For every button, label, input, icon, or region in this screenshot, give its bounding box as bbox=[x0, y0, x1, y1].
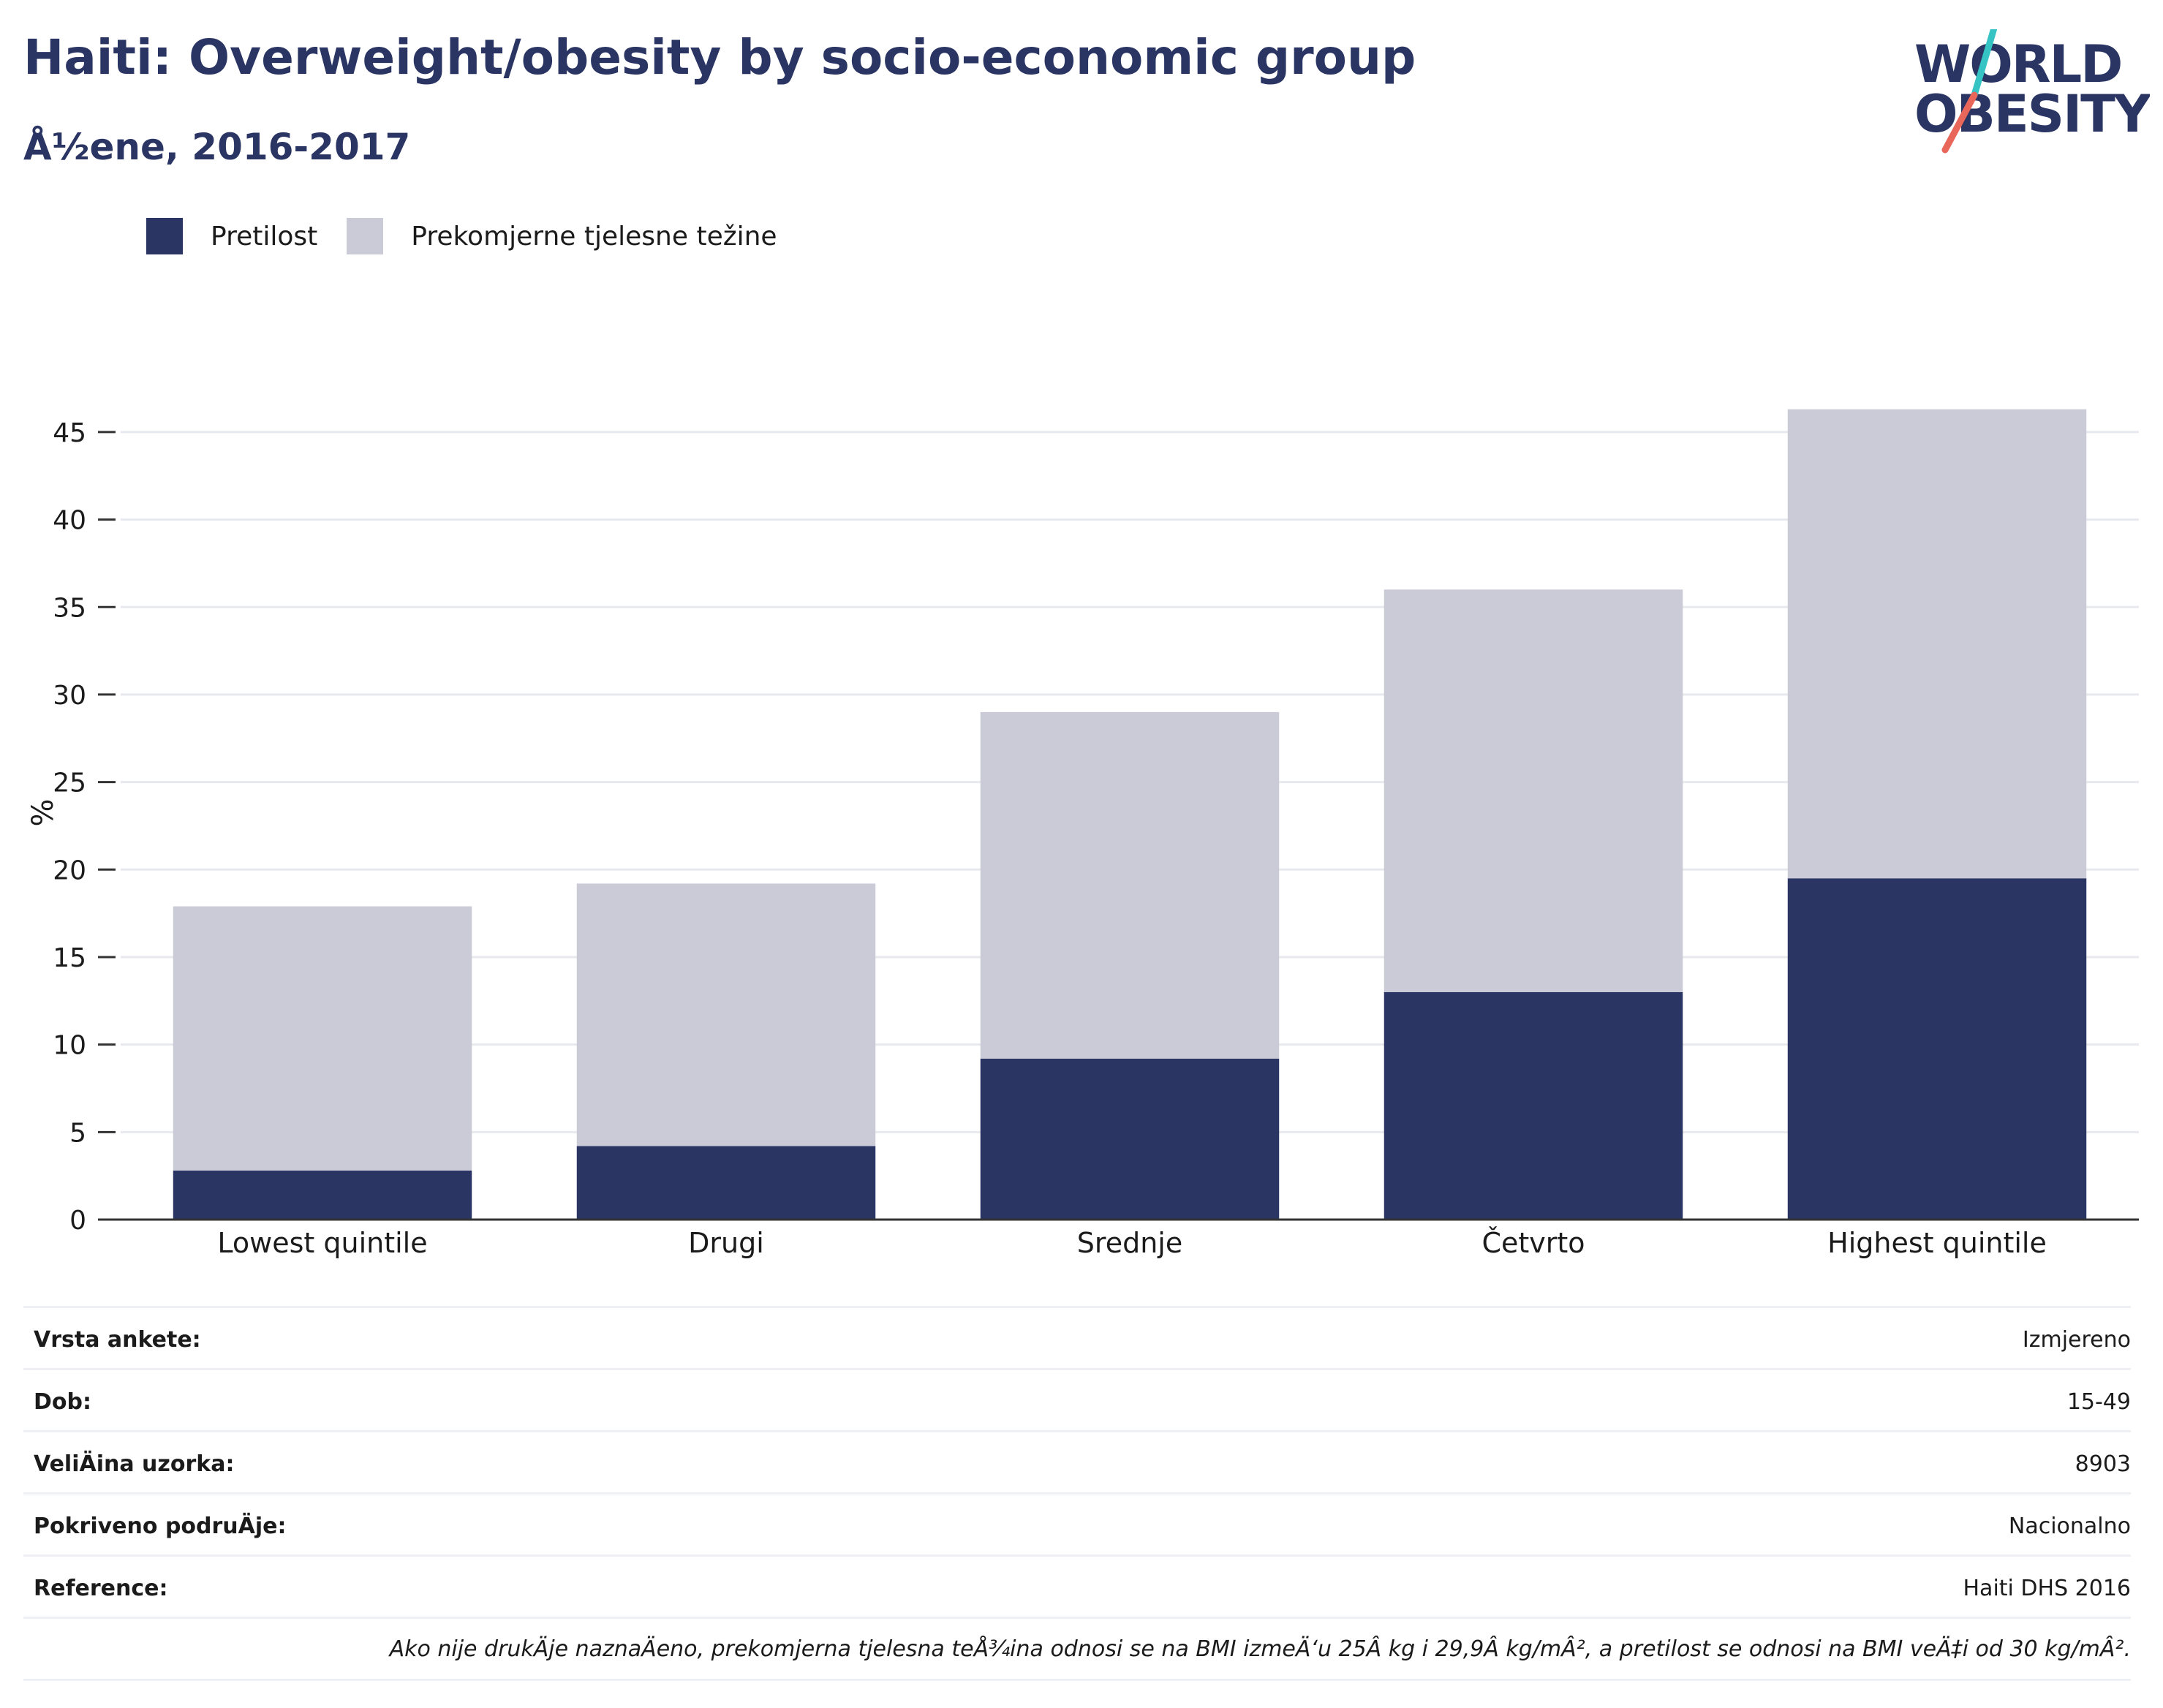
bars bbox=[173, 409, 2086, 1220]
info-value: Izmjereno bbox=[2023, 1327, 2131, 1353]
x-tick-label: Highest quintile bbox=[1827, 1227, 2047, 1259]
info-row-survey-type: Vrsta ankete: Izmjereno bbox=[23, 1306, 2131, 1368]
bar-overweight-3 bbox=[1384, 589, 1683, 992]
info-row-sample-size: VeliÄ ina uzorka: 8903 bbox=[23, 1430, 2131, 1492]
x-tick-label: Srednje bbox=[1077, 1227, 1182, 1259]
bmi-definition-note: Ako nije drukÄ je naznaÄ eno, prekomjern… bbox=[390, 1636, 2131, 1662]
y-tick-label: 45 bbox=[53, 418, 86, 448]
y-tick-label: 25 bbox=[53, 768, 86, 798]
info-value: 15-49 bbox=[2067, 1389, 2131, 1415]
bar-obesity-0 bbox=[173, 1171, 472, 1220]
info-label: VeliÄ ina uzorka: bbox=[34, 1451, 234, 1477]
bar-obesity-2 bbox=[981, 1059, 1279, 1220]
bar-overweight-0 bbox=[173, 907, 472, 1171]
survey-info-table: Vrsta ankete: Izmjereno Dob: 15-49 VeliÄ… bbox=[23, 1306, 2131, 1681]
y-axis-ticks: 0 5 10 15 20 25 30 35 40 45 bbox=[53, 418, 116, 1236]
info-label: Vrsta ankete: bbox=[34, 1327, 201, 1353]
y-tick-label: 35 bbox=[53, 593, 86, 623]
y-tick-label: 40 bbox=[53, 506, 86, 536]
info-label: Dob: bbox=[34, 1389, 91, 1415]
bar-overweight-2 bbox=[981, 712, 1279, 1059]
info-row-area-covered: Pokriveno podruÄ je: Nacionalno bbox=[23, 1492, 2131, 1554]
info-value: Haiti DHS 2016 bbox=[1963, 1576, 2132, 1601]
x-tick-label: Četvrto bbox=[1481, 1227, 1585, 1259]
bar-overweight-1 bbox=[577, 883, 875, 1146]
y-tick-label: 10 bbox=[53, 1031, 86, 1061]
stacked-bar-chart: 0 5 10 15 20 25 30 35 40 45 Lowest quintile Drugi S… bbox=[0, 0, 2163, 1287]
bar-obesity-3 bbox=[1384, 992, 1683, 1220]
y-tick-label: 5 bbox=[69, 1118, 86, 1148]
bar-obesity-1 bbox=[577, 1146, 875, 1220]
x-tick-label: Lowest quintile bbox=[217, 1227, 427, 1259]
info-label: Reference: bbox=[34, 1576, 167, 1601]
y-tick-label: 20 bbox=[53, 855, 86, 885]
info-label: Pokriveno podruÄ je: bbox=[34, 1514, 287, 1539]
bar-overweight-4 bbox=[1788, 409, 2086, 878]
y-tick-label: 0 bbox=[69, 1206, 86, 1236]
y-tick-label: 15 bbox=[53, 943, 86, 973]
footnote-row: Ako nije drukÄ je naznaÄ eno, prekomjern… bbox=[23, 1617, 2131, 1681]
x-axis-labels: Lowest quintile Drugi Srednje Četvrto Highes… bbox=[217, 1227, 2046, 1259]
y-axis-label: % bbox=[26, 798, 60, 826]
info-value: 8903 bbox=[2075, 1451, 2131, 1477]
bar-obesity-4 bbox=[1788, 878, 2086, 1220]
info-row-references: Reference: Haiti DHS 2016 bbox=[23, 1554, 2131, 1617]
x-tick-label: Drugi bbox=[688, 1227, 764, 1259]
info-row-age: Dob: 15-49 bbox=[23, 1368, 2131, 1430]
y-tick-label: 30 bbox=[53, 681, 86, 711]
info-value: Nacionalno bbox=[2009, 1514, 2131, 1539]
